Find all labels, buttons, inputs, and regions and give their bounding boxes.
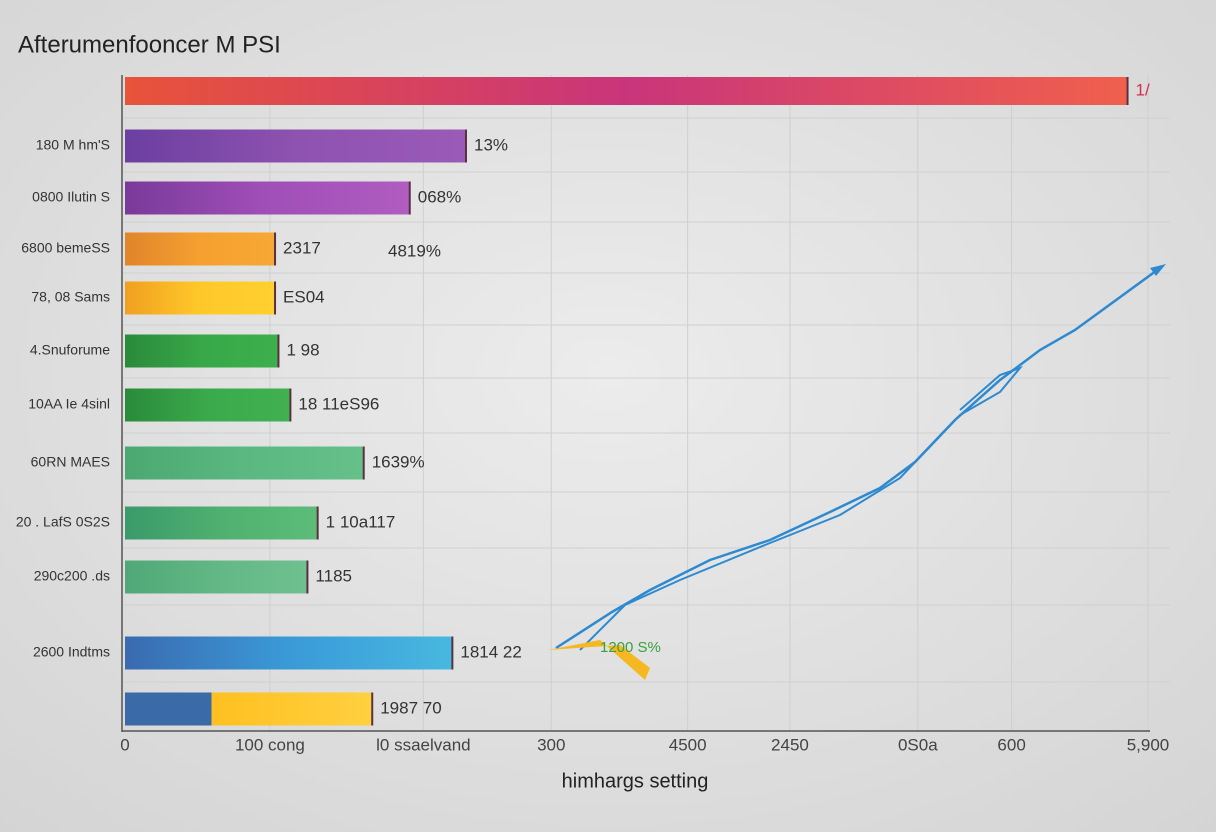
bar <box>125 636 453 670</box>
x-tick-label: 4500 <box>669 735 707 754</box>
x-tick-label: 0 <box>120 735 129 754</box>
chart-title: Afterumenfooncer M PSI <box>18 31 281 58</box>
value-label: 1639% <box>372 452 425 471</box>
bar <box>125 181 410 215</box>
bar <box>125 77 1128 105</box>
x-tick-label: l0 ssaelvand <box>376 735 471 754</box>
annotation: 1200 S% <box>600 639 661 656</box>
y-tick-label: 2600 Indtms <box>33 644 110 660</box>
value-label: 1185 <box>315 566 352 585</box>
value-label: 13% <box>474 135 508 154</box>
value-label: 18 11eS96 <box>298 394 379 413</box>
y-tick-label: 6800 bemeSS <box>21 240 110 256</box>
x-tick-label: 2450 <box>771 735 809 754</box>
bar <box>125 334 279 368</box>
value-label: 068% <box>418 187 461 206</box>
bar <box>125 281 276 315</box>
trend-line <box>555 266 1161 650</box>
value-label: 1 98 <box>286 340 319 359</box>
value-label: 1987 70 <box>380 698 441 717</box>
row-lines <box>122 117 1170 683</box>
y-tick-label: 4.Snuforume <box>30 342 110 358</box>
bar <box>125 232 276 266</box>
bar <box>125 446 364 480</box>
value-label: 1814 22 <box>460 642 521 661</box>
bar <box>125 692 373 726</box>
x-tick-label: 100 cong <box>235 735 305 754</box>
bar <box>125 388 291 422</box>
y-tick-label: 78, 08 Sams <box>31 289 110 305</box>
x-tick-label: 0S0a <box>898 735 938 754</box>
x-tick-label: 600 <box>997 735 1025 754</box>
value-label: 1/ <box>1136 80 1150 99</box>
bar <box>125 506 318 540</box>
x-tick-label: 5,900 <box>1127 735 1170 754</box>
arrow-head <box>1150 264 1166 276</box>
bar <box>125 560 308 594</box>
x-axis-label: himhargs setting <box>562 770 709 792</box>
yellow-arrow <box>548 640 650 680</box>
y-tick-label: 20 . LafS 0S2S <box>16 514 110 530</box>
value-label: 1 10a117 <box>326 512 396 531</box>
trend-line-echo <box>579 365 1024 651</box>
plot: 0 100 cong l0 ssaelvand 300 4500 2450 0S0a 600 5… <box>16 75 1169 754</box>
value-label: 2317 <box>283 238 321 257</box>
bar <box>125 129 466 163</box>
x-tick-label: 300 <box>537 735 565 754</box>
y-tick-label: 180 M hm'S <box>36 137 110 153</box>
y-tick-label: 0800 Ilutin S <box>32 189 110 205</box>
annotation: 4819% <box>388 241 441 260</box>
value-label: ES04 <box>283 287 325 306</box>
y-tick-label: 10AA Ie 4sinl <box>28 396 110 412</box>
y-tick-label: 60RN MAES <box>31 454 110 470</box>
y-tick-label: 290c200 .ds <box>34 568 110 584</box>
